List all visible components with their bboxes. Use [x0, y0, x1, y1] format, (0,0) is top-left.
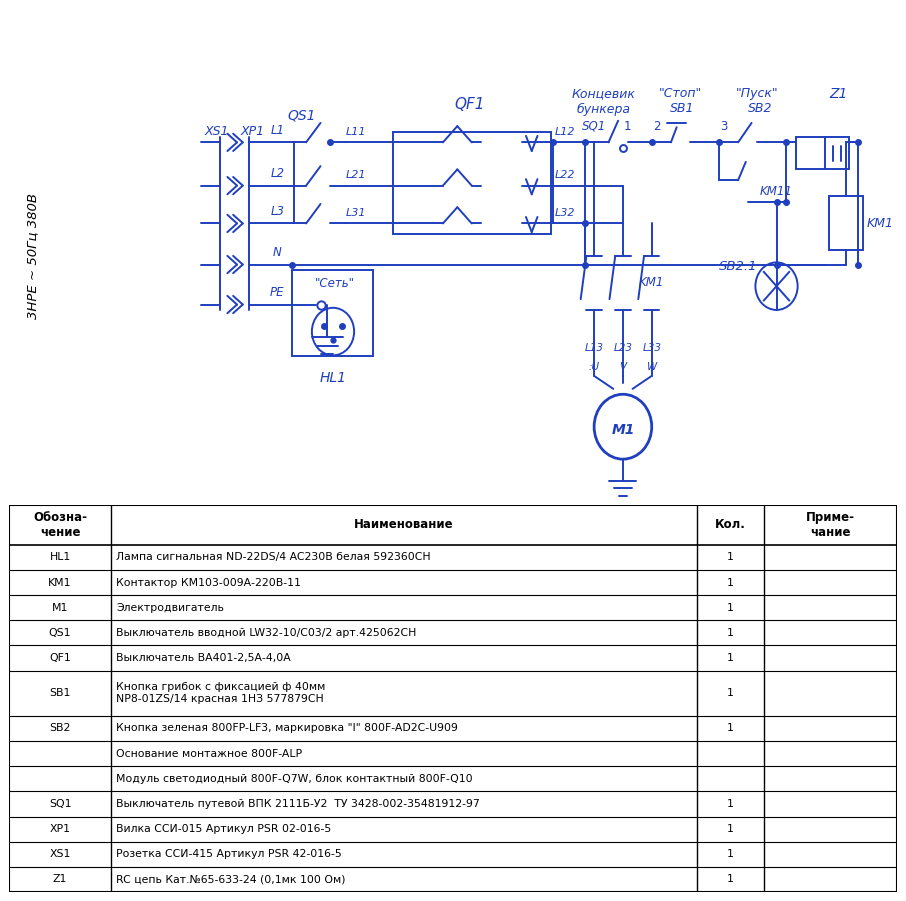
Text: 1: 1 [727, 628, 734, 638]
Text: SB2: SB2 [748, 103, 773, 115]
Text: L13: L13 [584, 342, 603, 353]
Text: RC цепь Кат.№65-633-24 (0,1мк 100 Ом): RC цепь Кат.№65-633-24 (0,1мк 100 Ом) [117, 874, 346, 885]
Text: Выключатель ВА401-2,5А-4,0А: Выключатель ВА401-2,5А-4,0А [117, 653, 291, 663]
Text: Z1: Z1 [53, 874, 67, 885]
Text: Обозна-
чение: Обозна- чение [34, 511, 87, 539]
Text: KM1: KM1 [48, 578, 72, 587]
Text: Кнопка грибок с фиксацией ф 40мм
NP8-01ZS/14 красная 1НЗ 577879СН: Кнопка грибок с фиксацией ф 40мм NP8-01Z… [117, 682, 326, 704]
Text: L32: L32 [555, 207, 575, 218]
Text: L33: L33 [642, 342, 661, 353]
Text: :U: :U [589, 362, 600, 372]
Text: "Стоп": "Стоп" [659, 87, 702, 100]
Text: QS1: QS1 [287, 108, 315, 123]
Bar [392, 132, 551, 234]
Text: 1: 1 [727, 824, 734, 834]
Text: Концевик: Концевик [572, 87, 636, 100]
Text: N: N [273, 246, 282, 259]
Text: 1: 1 [727, 688, 734, 698]
Text: KM1: KM1 [639, 277, 664, 289]
Text: Модуль светодиодный 800F-Q7W, блок контактный 800F-Q10: Модуль светодиодный 800F-Q7W, блок конта… [117, 774, 473, 784]
Text: M1: M1 [612, 423, 634, 437]
Text: HL1: HL1 [320, 371, 346, 385]
Text: QF1: QF1 [49, 653, 71, 663]
Text: Z1: Z1 [830, 86, 848, 101]
Bar [292, 270, 373, 357]
Text: 3НРЕ ~ 50Гц 380В: 3НРЕ ~ 50Гц 380В [26, 193, 39, 319]
Text: Приме-
чание: Приме- чание [805, 511, 855, 539]
Text: L3: L3 [270, 205, 284, 218]
Text: бункера: бункера [577, 104, 631, 116]
Text: QS1: QS1 [49, 628, 72, 638]
Text: 1: 1 [727, 578, 734, 587]
Text: M1: M1 [52, 603, 68, 613]
Text: L22: L22 [555, 169, 575, 180]
Text: Кол.: Кол. [715, 518, 746, 532]
Text: L23: L23 [613, 342, 632, 353]
Bar [829, 196, 863, 250]
Text: 1: 1 [727, 724, 734, 733]
Text: Выключатель вводной LW32-10/С03/2 арт.425062СН: Выключатель вводной LW32-10/С03/2 арт.42… [117, 628, 417, 638]
Text: Выключатель путевой ВПК 2111Б-У2  ТУ 3428-002-35481912-97: Выключатель путевой ВПК 2111Б-У2 ТУ 3428… [117, 799, 480, 809]
Text: SQ1: SQ1 [49, 799, 72, 809]
Text: 1: 1 [624, 120, 631, 132]
Text: XS1: XS1 [205, 125, 229, 138]
Text: Контактор КМ103-009А-220В-11: Контактор КМ103-009А-220В-11 [117, 578, 302, 587]
Text: L1: L1 [270, 124, 284, 137]
Text: "Пуск": "Пуск" [736, 87, 778, 100]
Text: 1: 1 [727, 653, 734, 663]
Text: Кнопка зеленая 800FP-LF3, маркировка "I" 800F-AD2C-U909: Кнопка зеленая 800FP-LF3, маркировка "I"… [117, 724, 458, 733]
Text: KM11: KM11 [760, 185, 793, 197]
Text: Основание монтажное 800F-ALP: Основание монтажное 800F-ALP [117, 749, 303, 759]
Text: Розетка ССИ-415 Артикул PSR 42-016-5: Розетка ССИ-415 Артикул PSR 42-016-5 [117, 850, 342, 860]
Text: "Сеть": "Сеть" [315, 278, 355, 290]
Text: 2: 2 [652, 120, 660, 132]
Text: L31: L31 [346, 207, 366, 218]
Text: V: V [620, 362, 626, 372]
Text: HL1: HL1 [50, 552, 71, 562]
Text: XS1: XS1 [50, 850, 71, 860]
Text: 1: 1 [727, 850, 734, 860]
Text: XP1: XP1 [50, 824, 71, 834]
Text: SB1: SB1 [50, 688, 71, 698]
Text: 3: 3 [720, 120, 728, 132]
Text: L2: L2 [270, 168, 284, 180]
Text: QF1: QF1 [454, 97, 485, 112]
Text: 1: 1 [727, 874, 734, 885]
Text: L21: L21 [346, 169, 366, 180]
Text: SB2: SB2 [50, 724, 71, 733]
Text: KM1: KM1 [867, 217, 893, 230]
Text: Лампа сигнальная ND-22DS/4 AC230В белая 592360СН: Лампа сигнальная ND-22DS/4 AC230В белая … [117, 552, 431, 562]
Text: 1: 1 [727, 799, 734, 809]
Text: PE: PE [270, 287, 284, 299]
Text: Вилка ССИ-015 Артикул PSR 02-016-5: Вилка ССИ-015 Артикул PSR 02-016-5 [117, 824, 332, 834]
Text: Электродвигатель: Электродвигатель [117, 603, 225, 613]
Text: SB2.1: SB2.1 [718, 260, 757, 273]
Text: W: W [647, 362, 657, 372]
Text: L12: L12 [555, 126, 575, 137]
Text: 1: 1 [727, 552, 734, 562]
Text: Наименование: Наименование [354, 518, 454, 532]
Text: XP1: XP1 [240, 125, 265, 138]
Bar [795, 137, 849, 169]
Text: 1: 1 [727, 603, 734, 613]
Text: SQ1: SQ1 [582, 120, 606, 132]
Text: L11: L11 [346, 126, 366, 137]
Text: SB1: SB1 [670, 103, 695, 115]
